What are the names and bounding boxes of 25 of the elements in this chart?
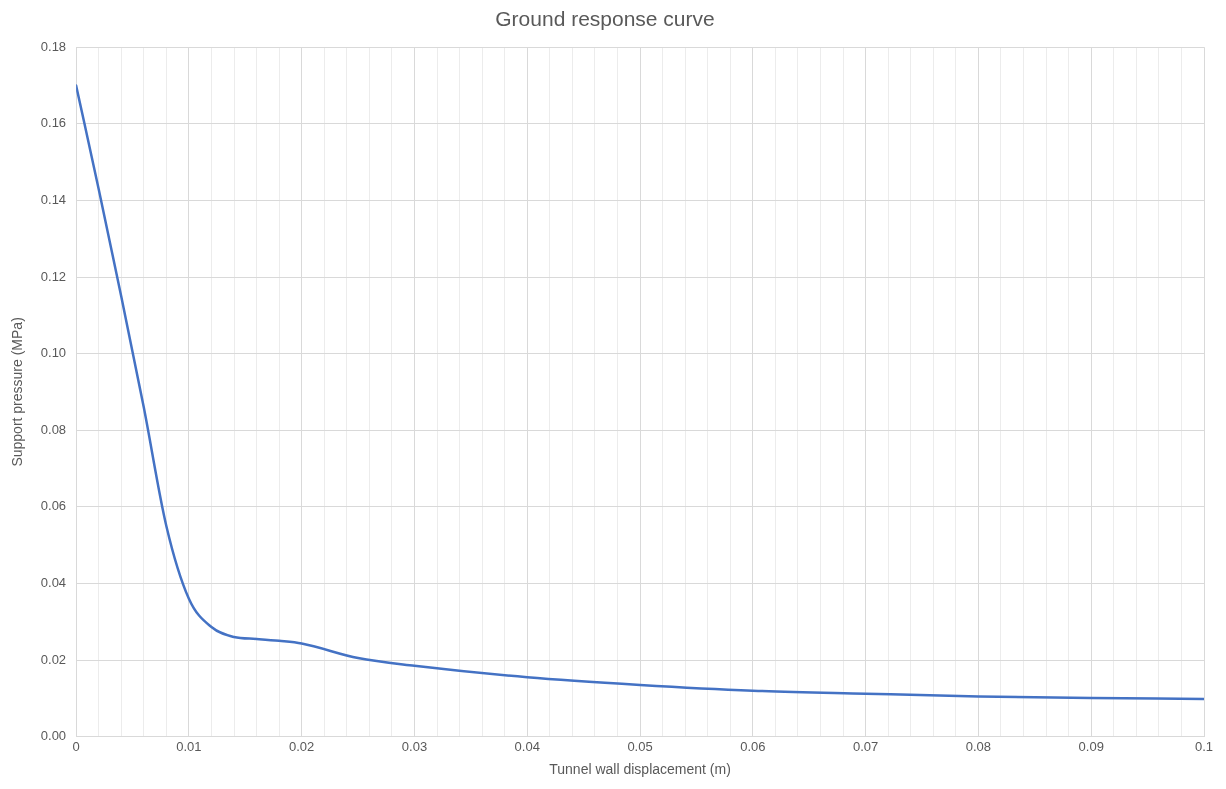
y-tick-label: 0.00: [40, 728, 67, 744]
x-tick-label: 0.09: [1078, 738, 1104, 754]
y-tick-label: 0.12: [40, 268, 67, 284]
y-tick-label: 0.10: [40, 345, 67, 361]
chart-title: Ground response curve: [495, 7, 715, 31]
x-tick-label: 0.03: [401, 738, 428, 754]
y-tick-label: 0.14: [40, 191, 67, 207]
y-tick-label: 0.16: [40, 115, 67, 131]
x-tick-label: 0.08: [965, 738, 992, 754]
x-tick-label: 0.02: [289, 738, 315, 754]
x-tick-label: 0.07: [852, 738, 879, 754]
x-tick-label: 0.1: [1194, 738, 1214, 754]
y-tick-label: 0.08: [40, 421, 67, 437]
x-tick-label: 0.04: [514, 738, 540, 754]
y-axis-title: Support pressure (MPa): [9, 317, 26, 467]
x-tick-label: 0.06: [740, 738, 766, 754]
x-axis-title: Tunnel wall displacement (m): [549, 761, 731, 778]
x-tick-label: 0.05: [627, 738, 653, 754]
y-tick-label: 0.18: [40, 38, 67, 54]
y-tick-label: 0.02: [40, 651, 67, 667]
y-tick-label: 0.06: [40, 498, 67, 514]
x-tick-label: 0.01: [176, 738, 202, 754]
line-series: [76, 84, 1204, 701]
x-tick-label: 0: [72, 738, 80, 754]
y-tick-label: 0.04: [40, 574, 67, 590]
